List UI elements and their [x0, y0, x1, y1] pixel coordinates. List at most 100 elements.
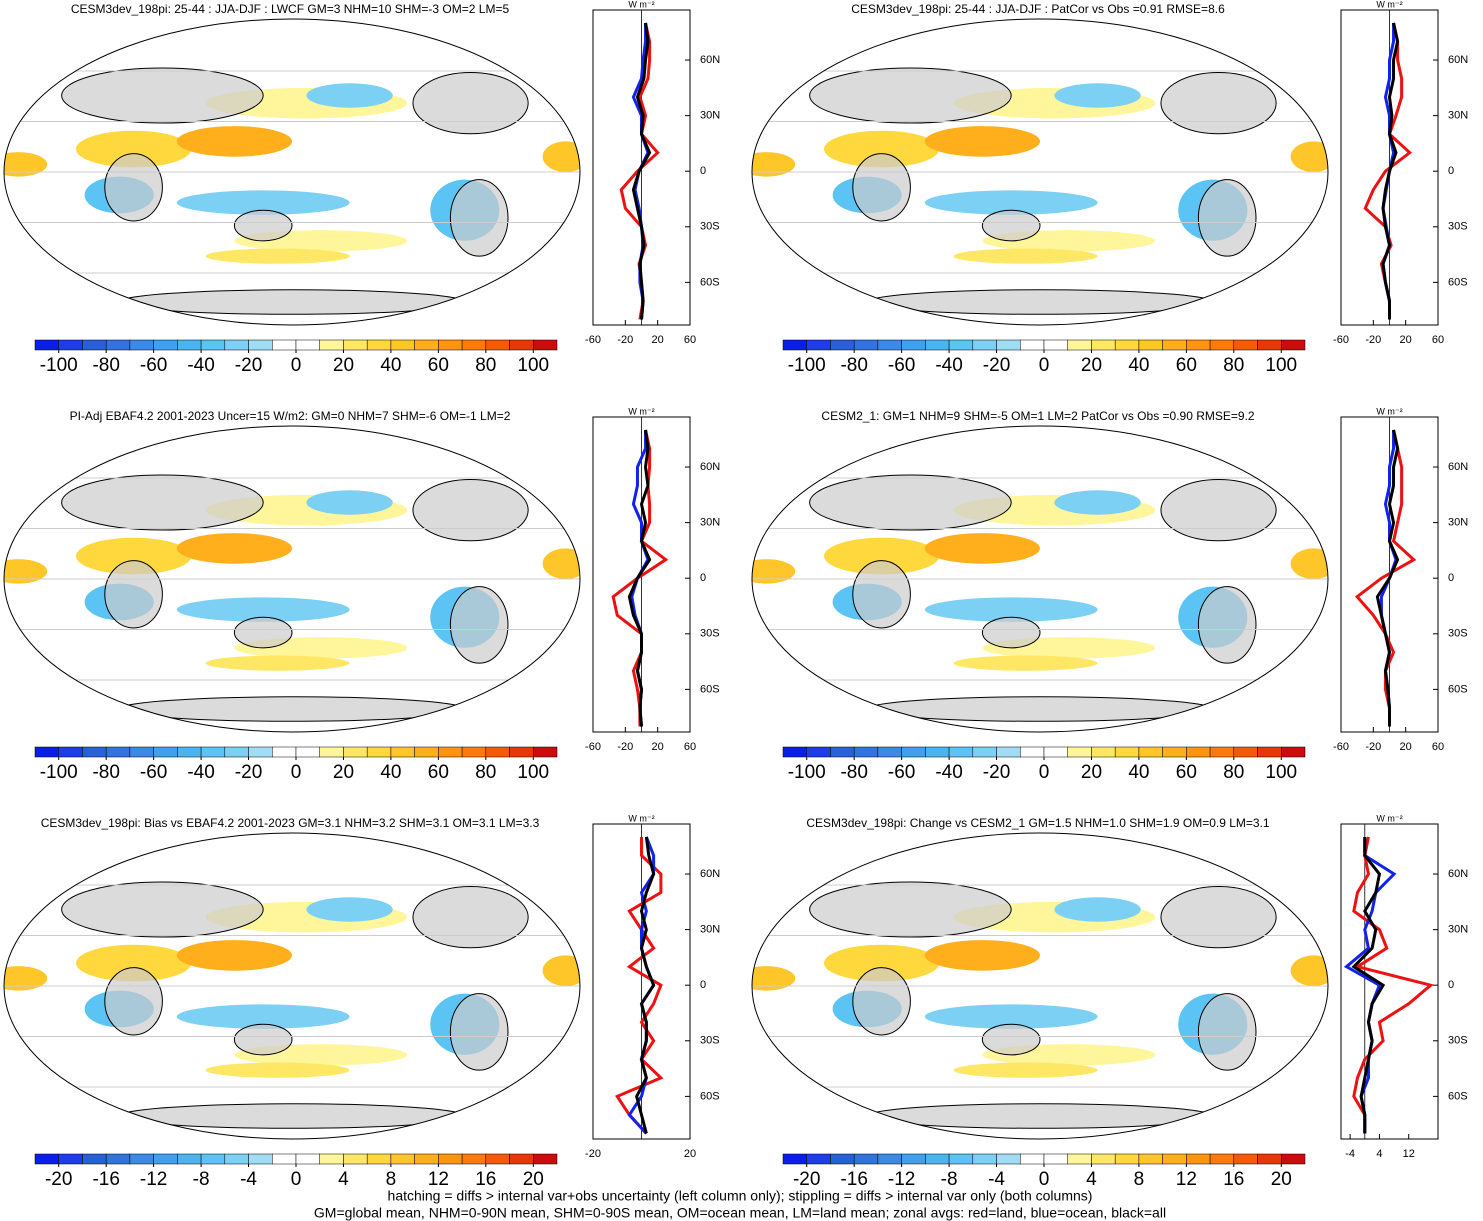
field-blob [4, 152, 48, 177]
colorbar-label: -20 [45, 1169, 72, 1190]
colorbar-box [509, 746, 534, 758]
colorbar-box [948, 339, 974, 351]
colorbar-box [1209, 1153, 1235, 1165]
field-blob [924, 190, 1098, 215]
colorbar-label: -12 [888, 1169, 915, 1190]
field-blob [752, 559, 796, 584]
colorbar-box [1091, 339, 1116, 351]
colorbar-box [1209, 339, 1235, 351]
land [1160, 886, 1277, 949]
colorbar-label: -16 [840, 1169, 867, 1190]
colorbar-label: 100 [1265, 355, 1297, 376]
colorbar-box [925, 1153, 950, 1165]
map-border [751, 18, 1329, 326]
land [1197, 586, 1257, 664]
colorbar-box [1281, 1153, 1306, 1165]
colorbar-label: -100 [788, 355, 826, 376]
field-blob [76, 130, 192, 168]
y-tick-label: 0 [700, 979, 706, 991]
colorbar-label: -60 [888, 355, 915, 376]
footer-line: hatching = diffs > internal var+obs unce… [388, 1188, 1093, 1204]
land [104, 967, 163, 1036]
land [809, 67, 1012, 124]
colorbar-box [925, 339, 950, 351]
field-blob [542, 548, 580, 580]
colorbar-label: -80 [92, 762, 119, 783]
x-tick-label: 60 [684, 334, 696, 346]
field-blob [824, 537, 940, 575]
colorbar-box [390, 746, 415, 758]
x-tick-label: -20 [1365, 741, 1381, 753]
field-blob [953, 248, 1098, 264]
x-tick-label: -60 [1333, 334, 1349, 346]
colorbar-box [1067, 339, 1092, 351]
colorbar-label: 4 [1086, 1169, 1097, 1190]
footer-line: GM=global mean, NHM=0-90N mean, SHM=0-90… [314, 1205, 1166, 1221]
colorbar-box [34, 746, 59, 758]
colorbar-label: 0 [1039, 355, 1050, 376]
zonal-line [1381, 22, 1400, 320]
colorbar-box [1067, 1153, 1092, 1165]
colorbar-box [248, 339, 273, 351]
colorbar-label: -20 [235, 355, 262, 376]
land [1197, 179, 1257, 257]
x-tick-label: -4 [1345, 1148, 1355, 1160]
colorbar-box [1020, 1153, 1045, 1165]
colorbar-label: 0 [1039, 762, 1050, 783]
field-blob [1054, 897, 1141, 922]
land [412, 479, 529, 542]
x-tick-label: 60 [1432, 741, 1444, 753]
panel-title: CESM3dev_198pi: 25-44 : JJA-DJF : PatCor… [851, 2, 1225, 16]
colorbar-box [200, 339, 226, 351]
y-tick-label: 30S [1448, 628, 1468, 640]
colorbar-box [272, 339, 297, 351]
colorbar-box [200, 746, 226, 758]
y-tick-label: 60S [1448, 276, 1468, 288]
colorbar-box [948, 1153, 974, 1165]
colorbar-label: -8 [941, 1169, 958, 1190]
colorbar-box [82, 1153, 107, 1165]
colorbar-box [414, 339, 439, 351]
colorbar-box [1257, 746, 1282, 758]
field-blob [205, 655, 350, 671]
land [852, 153, 911, 222]
land [981, 616, 1041, 649]
colorbar-box [485, 1153, 510, 1165]
x-tick-label: 60 [684, 741, 696, 753]
x-tick-label: 20 [652, 334, 664, 346]
colorbar-box [1043, 1153, 1068, 1165]
colorbar-box [390, 1153, 415, 1165]
zonal-line [1352, 836, 1434, 1134]
colorbar-box [319, 339, 344, 351]
colorbar-box [58, 339, 83, 351]
x-tick-label: -20 [585, 1148, 601, 1160]
colorbar-box [1281, 746, 1306, 758]
colorbar-box [806, 339, 831, 351]
colorbar-box [1020, 746, 1045, 758]
colorbar-box [153, 1153, 178, 1165]
colorbar-box [533, 746, 558, 758]
colorbar-box [1186, 339, 1211, 351]
x-tick-label: -60 [1333, 741, 1349, 753]
field-blob [306, 490, 393, 515]
colorbar-box [248, 746, 273, 758]
map [752, 833, 1328, 1139]
colorbar-box [129, 339, 154, 351]
colorbar-box [1114, 339, 1140, 351]
colorbar-box [996, 746, 1021, 758]
colorbar-box [272, 746, 297, 758]
colorbar-box [1043, 339, 1068, 351]
field-blob [924, 940, 1040, 971]
field-blob [76, 537, 192, 575]
zonal-line [1351, 836, 1386, 1134]
unit-label: W m⁻² [1376, 406, 1402, 416]
y-tick-label: 30S [700, 628, 720, 640]
colorbar-label: -12 [140, 1169, 167, 1190]
colorbar-box [901, 1153, 926, 1165]
colorbar-box [1114, 1153, 1140, 1165]
colorbar-box [1257, 339, 1282, 351]
colorbar-box [1138, 339, 1163, 351]
map-border [3, 425, 581, 733]
colorbar-label: -8 [193, 1169, 210, 1190]
unit-label: W m⁻² [628, 813, 654, 823]
